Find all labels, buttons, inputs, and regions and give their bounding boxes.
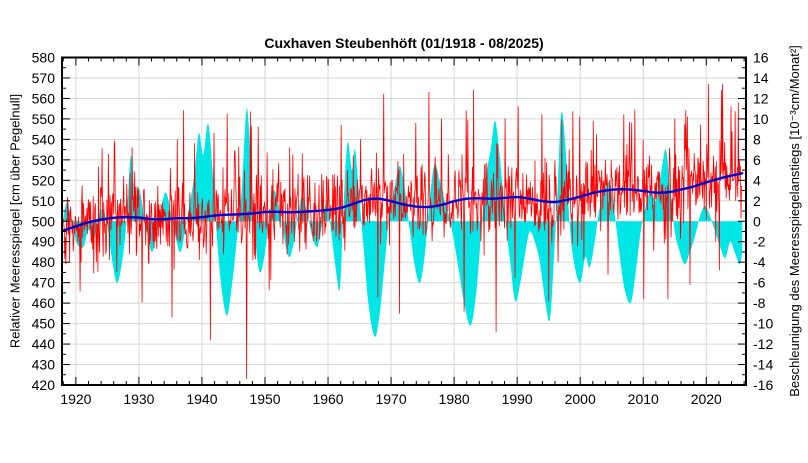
x-tick-label: 2020 bbox=[691, 391, 722, 407]
y-right-tick-label: -14 bbox=[753, 357, 773, 373]
y-right-tick-label: -4 bbox=[753, 254, 766, 270]
y-left-tick-label: 570 bbox=[32, 70, 56, 86]
y-right-tick-label: -12 bbox=[753, 336, 773, 352]
y-left-tick-label: 480 bbox=[32, 254, 56, 270]
y-left-tick-label: 510 bbox=[32, 193, 56, 209]
y-right-tick-label: 16 bbox=[753, 50, 769, 66]
y-left-tick-label: 420 bbox=[32, 377, 56, 393]
y-left-tick-label: 450 bbox=[32, 316, 56, 332]
y-right-tick-label: 8 bbox=[753, 131, 761, 147]
axes bbox=[61, 56, 747, 386]
y-right-tick-label: -8 bbox=[753, 295, 766, 311]
y-right-tick-label: 4 bbox=[753, 172, 761, 188]
y-left-tick-label: 460 bbox=[32, 295, 56, 311]
y-left-tick-label: 530 bbox=[32, 152, 56, 168]
chart-title: Cuxhaven Steubenhöft (01/1918 - 08/2025) bbox=[264, 35, 544, 51]
y-left-tick-label: 440 bbox=[32, 336, 56, 352]
y-right-tick-label: 10 bbox=[753, 111, 769, 127]
y-right-tick-label: -2 bbox=[753, 234, 766, 250]
x-tick-label: 2000 bbox=[565, 391, 596, 407]
tick-labels: 1920 1930 1940 1950 1960 1970 1980 1990 2000 2010… bbox=[32, 50, 774, 408]
y-left-tick-label: 470 bbox=[32, 275, 56, 291]
y-right-tick-label: 2 bbox=[753, 193, 761, 209]
x-tick-label: 1920 bbox=[60, 391, 91, 407]
x-tick-label: 1960 bbox=[312, 391, 343, 407]
trend-line bbox=[62, 172, 744, 232]
x-tick-label: 1990 bbox=[502, 391, 533, 407]
y-right-tick-label: 14 bbox=[753, 70, 769, 86]
monthly-sea-level-line bbox=[62, 83, 742, 380]
x-tick-label: 1940 bbox=[186, 391, 217, 407]
y-right-tick-label: -10 bbox=[753, 316, 773, 332]
x-tick-label: 2010 bbox=[628, 391, 659, 407]
x-tick-label: 1980 bbox=[439, 391, 470, 407]
y-left-tick-label: 550 bbox=[32, 111, 56, 127]
x-tick-label: 1950 bbox=[249, 391, 280, 407]
y-right-tick-label: -16 bbox=[753, 377, 773, 393]
y-left-tick-label: 520 bbox=[32, 172, 56, 188]
y-right-tick-label: 12 bbox=[753, 90, 769, 106]
x-tick-label: 1930 bbox=[123, 391, 154, 407]
series-group bbox=[62, 83, 744, 380]
y-left-tick-label: 560 bbox=[32, 90, 56, 106]
y-right-tick-label: 0 bbox=[753, 213, 761, 229]
x-tick-label: 1970 bbox=[375, 391, 406, 407]
y-right-tick-label: 6 bbox=[753, 152, 761, 168]
y-left-tick-label: 500 bbox=[32, 213, 56, 229]
y-left-tick-label: 540 bbox=[32, 131, 56, 147]
y-left-tick-label: 430 bbox=[32, 357, 56, 373]
y-left-tick-label: 580 bbox=[32, 50, 56, 66]
y-right-tick-label: -6 bbox=[753, 275, 766, 291]
y-left-tick-label: 490 bbox=[32, 234, 56, 250]
